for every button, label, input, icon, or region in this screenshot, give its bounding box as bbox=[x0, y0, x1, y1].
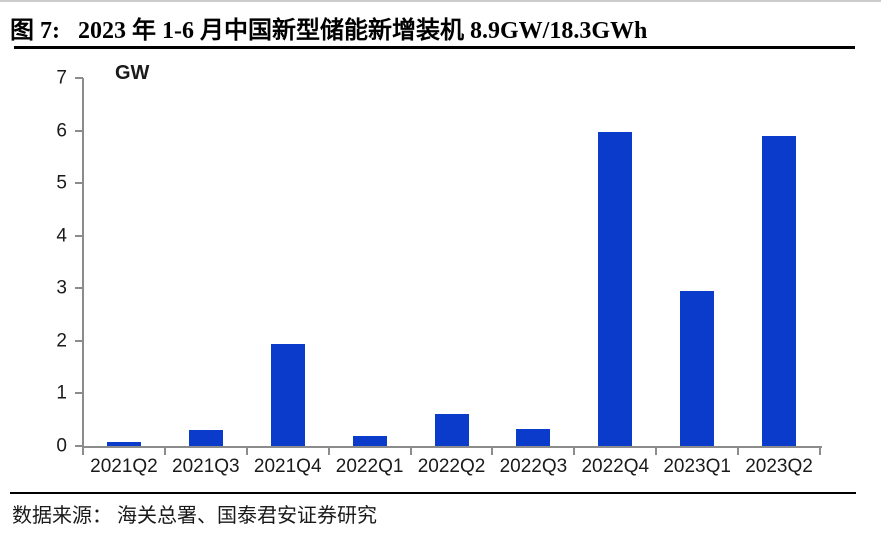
x-tick-label: 2021Q2 bbox=[90, 456, 158, 477]
y-tick-label: 1 bbox=[56, 382, 67, 404]
top-border-line bbox=[0, 0, 881, 2]
bar-2022Q3 bbox=[516, 428, 551, 446]
x-tick-label: 2023Q2 bbox=[745, 456, 813, 477]
data-source-label: 数据来源： bbox=[12, 505, 112, 527]
y-axis-tick bbox=[75, 445, 83, 447]
x-axis-line bbox=[82, 446, 822, 448]
y-axis: 0 1 2 3 4 5 6 7 bbox=[0, 69, 83, 456]
x-tick-label: 2022Q1 bbox=[335, 456, 404, 477]
x-axis-labels: 2021Q2 2021Q3 2021Q4 2022Q1 2022Q2 2022Q3 2022… bbox=[83, 456, 820, 482]
chart-title: 图 7: 2023 年 1-6 月中国新型储能新增装机 8.9GW/18.3GWh bbox=[10, 10, 870, 45]
x-tick-label: 2021Q4 bbox=[253, 456, 322, 477]
y-axis-tick bbox=[75, 129, 83, 132]
data-source-note: 数据来源： 海关总署、国泰君安证券研究 bbox=[12, 499, 862, 528]
figure-number-label: 图 7: bbox=[10, 18, 60, 44]
y-axis-tick bbox=[75, 392, 83, 395]
x-tick-label: 2021Q3 bbox=[172, 456, 240, 477]
x-axis-tick bbox=[82, 448, 84, 455]
bar-2021Q4 bbox=[270, 343, 305, 446]
bar-2023Q1 bbox=[680, 290, 715, 446]
y-tick-label: 7 bbox=[56, 67, 67, 89]
y-tick-label: 2 bbox=[56, 330, 67, 352]
y-axis-unit-label: GW bbox=[115, 62, 150, 84]
title-underline bbox=[14, 46, 855, 49]
y-tick-label: 4 bbox=[56, 225, 67, 247]
y-tick-label: 3 bbox=[56, 277, 67, 299]
y-axis-tick bbox=[75, 339, 83, 342]
data-source-value: 海关总署、国泰君安证券研究 bbox=[117, 505, 377, 527]
x-axis-tick bbox=[163, 448, 166, 455]
y-tick-label: 5 bbox=[56, 172, 67, 194]
x-axis-tick bbox=[491, 448, 494, 455]
y-axis-tick bbox=[75, 234, 83, 237]
y-axis-tick bbox=[75, 77, 83, 79]
plot-area bbox=[82, 78, 821, 455]
y-axis-tick bbox=[75, 182, 83, 185]
y-tick-label: 6 bbox=[56, 120, 67, 142]
bar-2022Q1 bbox=[352, 435, 387, 446]
bar-2022Q2 bbox=[434, 414, 469, 446]
y-tick-label: 0 bbox=[56, 435, 67, 457]
bar-2022Q4 bbox=[598, 132, 633, 446]
figure-title-text: 2023 年 1-6 月中国新型储能新增装机 8.9GW/18.3GWh bbox=[78, 18, 648, 44]
footer-divider-line bbox=[10, 492, 856, 494]
x-tick-label: 2023Q1 bbox=[663, 456, 731, 477]
bar-2023Q2 bbox=[762, 135, 797, 446]
x-tick-label: 2022Q4 bbox=[581, 456, 650, 477]
bar-2021Q3 bbox=[188, 430, 223, 446]
x-axis-tick bbox=[327, 448, 330, 455]
x-axis-tick bbox=[819, 448, 821, 455]
x-tick-label: 2022Q3 bbox=[499, 456, 568, 477]
bar-2021Q2 bbox=[106, 441, 141, 446]
x-tick-label: 2022Q2 bbox=[417, 456, 486, 477]
y-axis-line bbox=[82, 78, 84, 448]
x-axis-tick bbox=[245, 448, 248, 455]
y-axis-tick bbox=[75, 287, 83, 290]
x-axis-tick bbox=[573, 448, 576, 455]
x-axis-tick bbox=[409, 448, 412, 455]
x-axis-tick bbox=[737, 448, 740, 455]
x-axis-tick bbox=[655, 448, 658, 455]
